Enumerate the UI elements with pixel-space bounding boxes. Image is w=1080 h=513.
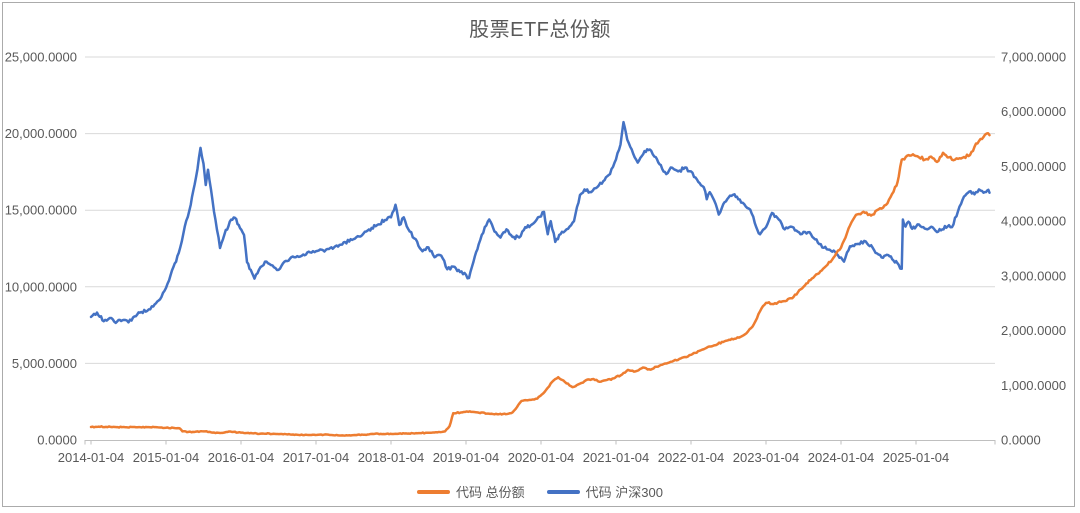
x-axis-label: 2025-01-04 (883, 450, 950, 465)
series-line-total-shares (89, 131, 991, 437)
y-axis-left-label: 20,000.0000 (5, 126, 77, 141)
x-axis-label: 2022-01-04 (658, 450, 725, 465)
x-axis-label: 2024-01-04 (808, 450, 875, 465)
x-axis-label: 2014-01-04 (58, 450, 125, 465)
y-axis-left-label: 10,000.0000 (5, 279, 77, 294)
x-axis-label: 2021-01-04 (583, 450, 650, 465)
chart-legend: 代码 总份额 代码 沪深300 (0, 482, 1080, 501)
x-axis-label: 2020-01-04 (508, 450, 575, 465)
chart-title: 股票ETF总份额 (469, 19, 611, 41)
x-axis-label: 2018-01-04 (358, 450, 425, 465)
y-axis-right-label: 3,000.0000 (1001, 268, 1066, 283)
legend-line-swatch-orange (417, 489, 451, 494)
y-axis-right-label: 7,000.0000 (1001, 50, 1066, 65)
y-axis-right-label: 4,000.0000 (1001, 214, 1066, 229)
y-axis-right-label: 1,000.0000 (1001, 378, 1066, 393)
x-axis-label: 2019-01-04 (433, 450, 500, 465)
legend-item-csi300: 代码 沪深300 (546, 482, 663, 501)
y-axis-left-label: 5,000.0000 (12, 356, 77, 371)
legend-item-total-shares: 代码 总份额 (417, 482, 525, 501)
chart-border-frame (2, 2, 1075, 507)
x-axis-label: 2015-01-04 (133, 450, 200, 465)
y-axis-left-label: 0.0000 (37, 433, 77, 448)
y-axis-right-label: 5,000.0000 (1001, 159, 1066, 174)
y-axis-right-label: 6,000.0000 (1001, 104, 1066, 119)
legend-line-swatch-blue (546, 489, 580, 494)
y-axis-right-label: 0.0000 (1001, 433, 1041, 448)
x-axis-label: 2023-01-04 (733, 450, 800, 465)
series-line-csi300 (89, 120, 991, 325)
legend-label-total-shares: 代码 总份额 (456, 485, 525, 500)
y-axis-right-label: 2,000.0000 (1001, 323, 1066, 338)
legend-label-csi300: 代码 沪深300 (585, 485, 663, 500)
x-axis-label: 2016-01-04 (208, 450, 275, 465)
y-axis-left-label: 15,000.0000 (5, 203, 77, 218)
x-axis-label: 2017-01-04 (283, 450, 350, 465)
y-axis-left-label: 25,000.0000 (5, 50, 77, 65)
